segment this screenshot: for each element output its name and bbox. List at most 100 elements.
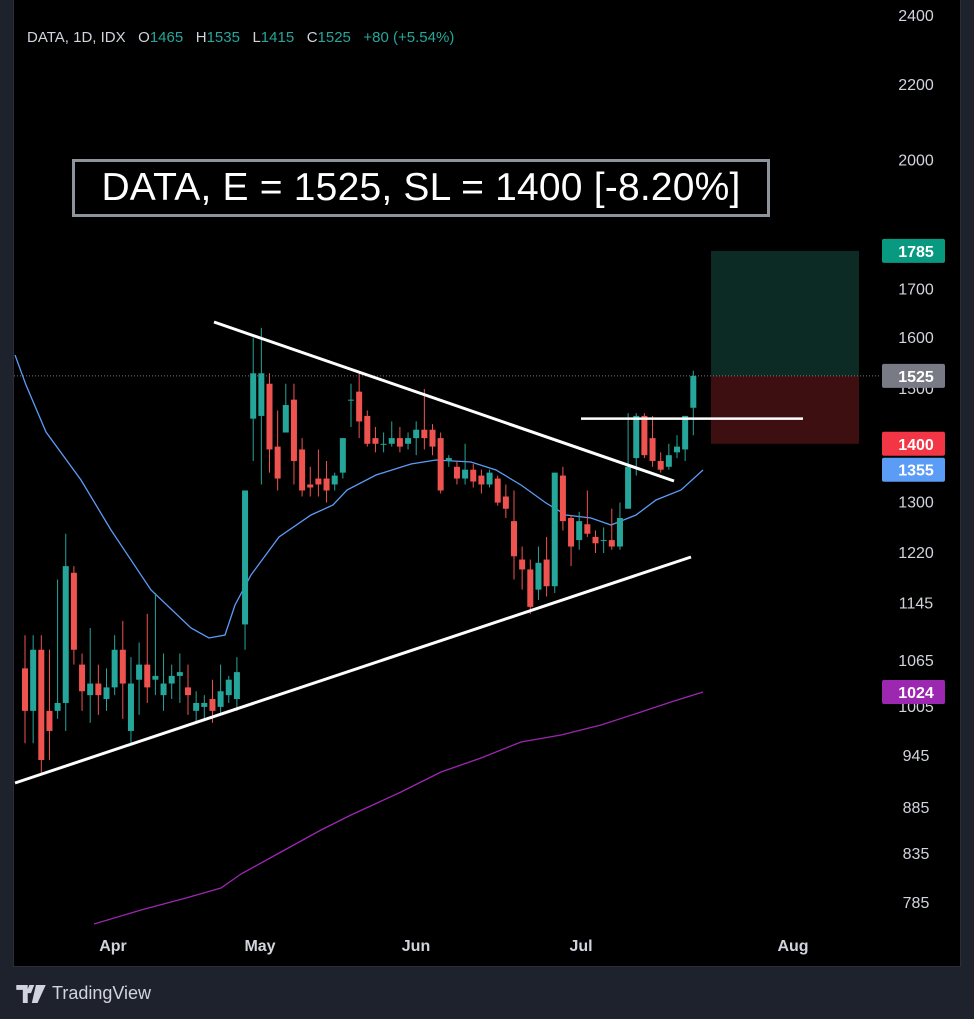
candle [380, 432, 387, 453]
candle [307, 466, 314, 497]
candle-body [168, 675, 175, 684]
candle-body [266, 383, 273, 450]
candle [233, 657, 240, 711]
candle-body [453, 466, 460, 479]
price-badge-label: 1355 [898, 463, 934, 480]
price-badge: 1525 [882, 363, 945, 388]
candle-body [421, 429, 428, 439]
candle [616, 502, 623, 550]
candle [470, 463, 477, 488]
candle-body [160, 683, 167, 696]
price-badge-bg [882, 431, 945, 456]
candle-body [372, 438, 379, 444]
candle [95, 664, 102, 715]
candle [608, 508, 615, 550]
candle-body [600, 540, 607, 542]
candles [22, 327, 697, 773]
candle [576, 511, 583, 550]
candle-body [250, 373, 257, 419]
candle [119, 620, 126, 719]
candle [559, 466, 566, 531]
candle [152, 593, 159, 696]
candle [437, 432, 444, 494]
candle [348, 383, 354, 427]
candle [136, 642, 143, 715]
candle-body [559, 475, 566, 522]
candle [299, 438, 306, 497]
x-tick-label: Jun [402, 938, 430, 955]
candle-body [38, 649, 45, 760]
candle [111, 635, 118, 696]
y-tick-label: 785 [903, 895, 930, 912]
candle-body [478, 475, 485, 485]
candle [600, 527, 607, 554]
candle [266, 373, 273, 473]
candle-body [242, 490, 249, 625]
candle [543, 536, 550, 597]
candle [462, 443, 469, 485]
y-tick-label: 1065 [898, 653, 934, 670]
candle-body [348, 399, 354, 401]
candle-body [641, 415, 648, 456]
candle-body [274, 446, 281, 479]
close-value: 1525 [317, 29, 351, 46]
candle [282, 383, 289, 433]
candle [519, 546, 526, 590]
candle-body [30, 649, 37, 711]
price-badge: 1400 [882, 431, 945, 456]
candle-body [396, 438, 403, 447]
candle-body [674, 446, 680, 453]
footer-brand[interactable]: TradingView [16, 983, 151, 1004]
price-chart[interactable]: 7858358859451005106511451220130014001500… [14, 0, 960, 966]
candle [568, 514, 575, 567]
candle-body [233, 672, 240, 700]
open-value: 1465 [149, 29, 184, 46]
candle-body [152, 675, 159, 680]
candle [201, 695, 208, 719]
candle-body [46, 710, 53, 731]
candle [592, 530, 599, 554]
candle [79, 653, 86, 711]
high-value: 1535 [206, 29, 240, 46]
candle-body [682, 415, 689, 450]
candle [486, 469, 493, 488]
candle-body [511, 521, 517, 557]
candle [22, 635, 28, 744]
candle [584, 490, 591, 537]
y-tick-label: 2400 [898, 8, 934, 25]
candle-body [364, 415, 371, 444]
candle [421, 389, 428, 450]
candle-body [462, 469, 469, 479]
candle [535, 546, 542, 600]
candle [30, 635, 37, 744]
y-tick-label: 1145 [899, 595, 934, 612]
candle [356, 373, 363, 439]
candle [413, 421, 420, 456]
candle-body [665, 455, 672, 467]
candle-body [413, 429, 420, 439]
candle [511, 490, 517, 580]
candle-body [299, 449, 306, 491]
candle [38, 635, 45, 773]
change-value: +80 (+5.54%) [363, 29, 455, 46]
candle-body [437, 438, 444, 491]
high-label: H [195, 29, 207, 46]
candle [70, 566, 77, 665]
candle [527, 559, 534, 614]
trade-annotation-box[interactable]: DATA, E = 1525, SL = 1400 [-8.20%] [72, 159, 770, 217]
candle-body [193, 702, 200, 711]
candle [641, 413, 648, 459]
candle [274, 410, 281, 491]
candle-body [470, 469, 477, 482]
candle [62, 533, 69, 731]
x-tick-label: May [244, 938, 275, 955]
upper-trendline [213, 320, 675, 483]
candle-body [144, 664, 151, 688]
candle-body [576, 521, 583, 541]
candle-body [356, 391, 363, 422]
y-tick-label: 2000 [898, 153, 934, 170]
y-tick-label: 835 [903, 846, 930, 863]
x-tick-label: Jul [569, 938, 592, 955]
candle-body [568, 518, 575, 547]
x-tick-label: Aug [777, 938, 808, 955]
